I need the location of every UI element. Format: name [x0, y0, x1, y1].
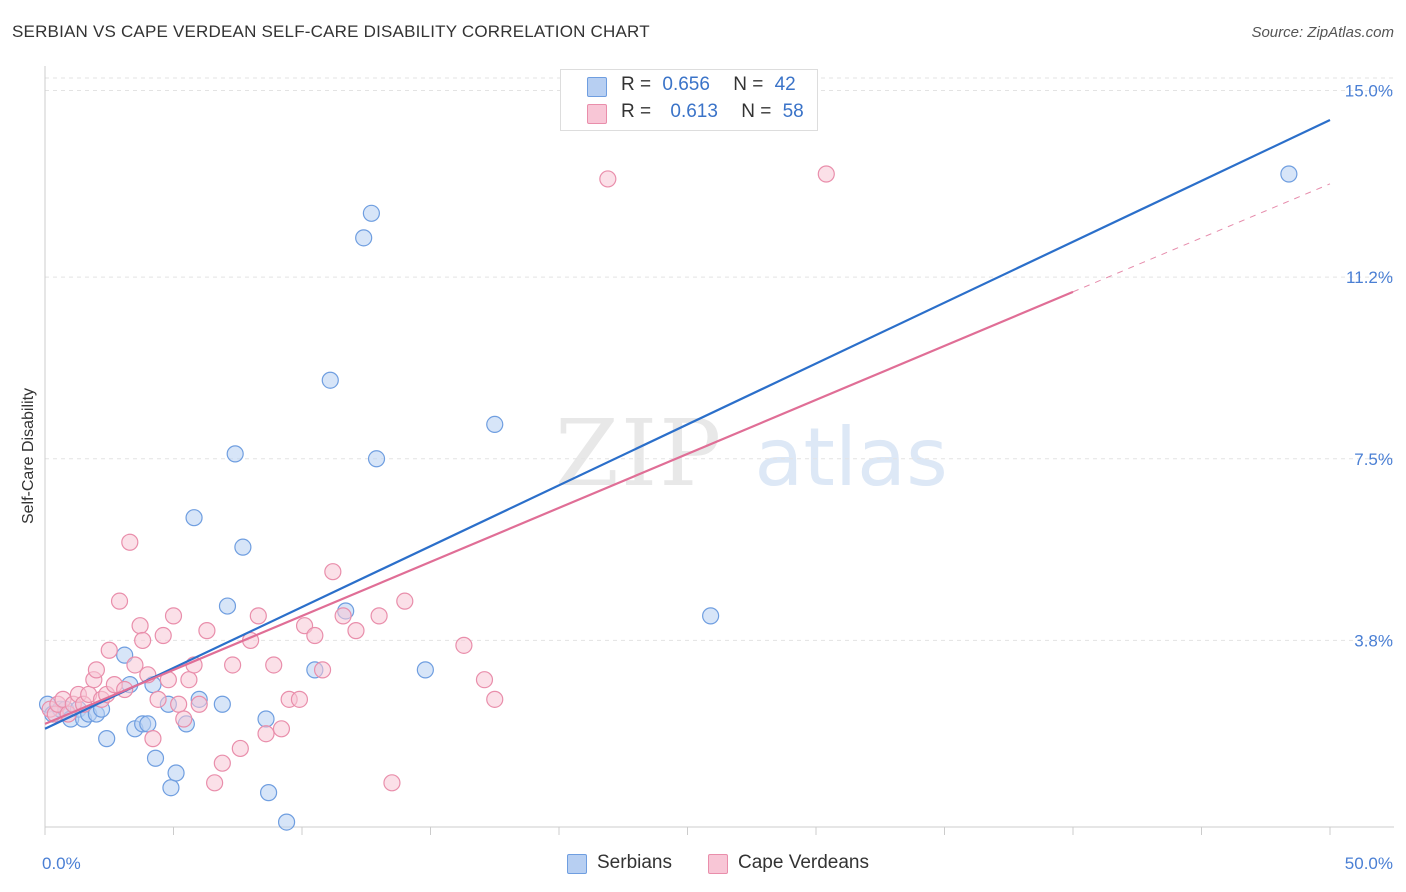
n-label: N =: [733, 74, 764, 95]
serbian-point: [139, 715, 157, 733]
cape-verdean-point: [175, 710, 193, 728]
cape-verdean-point: [87, 661, 106, 679]
legend-label-serbians: Serbians: [597, 852, 672, 873]
serbian-point: [355, 229, 373, 247]
cape-verdean-point: [154, 626, 172, 645]
cape-verdean-point: [198, 622, 216, 640]
cape-verdean-point: [190, 695, 208, 713]
serbian-point: [702, 607, 720, 625]
y-tick-label: 11.2%: [1346, 268, 1393, 287]
cape-verdean-point: [370, 607, 388, 625]
watermark: ZIP atlas: [555, 400, 948, 507]
n-value: 42: [774, 74, 796, 95]
cape-verdean-point: [272, 720, 291, 738]
cape-verdean-point: [213, 754, 231, 772]
cape-verdean-point: [131, 617, 149, 635]
cape-verdean-swatch: [587, 104, 607, 124]
cape-verdean-point: [164, 607, 183, 625]
cape-verdean-point: [334, 607, 352, 625]
serbian-point: [321, 371, 339, 389]
serbian-point: [218, 597, 237, 615]
cape-verdean-point: [206, 774, 224, 792]
y-tick-label: 7.5%: [1354, 450, 1393, 469]
cape-verdean-point: [126, 656, 144, 674]
serbian-point: [185, 509, 203, 527]
cape-verdean-point: [486, 690, 504, 708]
cape-verdean-point: [313, 661, 332, 679]
serbian-point: [213, 695, 231, 713]
serbian-point: [277, 813, 296, 831]
cape-verdean-point: [121, 533, 139, 551]
correlation-legend: R = 0.656 N = 42 R = 0.613 N = 58: [560, 69, 818, 131]
cape-verdean-swatch: [708, 854, 728, 874]
watermark-atlas: atlas: [754, 411, 948, 504]
r-label: R =: [621, 74, 652, 95]
serbian-point: [259, 784, 278, 802]
serbian-point: [226, 445, 244, 463]
cape-verdean-point: [455, 636, 473, 654]
cape-verdean-point: [396, 592, 414, 610]
cape-verdean-point: [599, 170, 617, 188]
cape-verdean-point: [265, 656, 283, 674]
r-value: 0.613: [670, 101, 718, 122]
serbian-point: [367, 450, 386, 468]
x-tick-label: 0.0%: [42, 854, 81, 873]
serbian-point: [257, 710, 275, 728]
serbian-point: [486, 415, 504, 434]
serbian-trend-line: [44, 119, 1331, 730]
cape-verdean-point: [224, 656, 242, 674]
cape-verdean-point: [324, 563, 342, 581]
y-tick-label: 3.8%: [1354, 631, 1393, 650]
serbian-point: [167, 764, 185, 782]
r-label: R =: [621, 101, 652, 122]
cape-verdean-point: [347, 622, 365, 640]
serbian-point: [416, 661, 434, 679]
serbian-point: [234, 538, 252, 556]
cape-verdean-point: [100, 641, 118, 659]
serbian-point: [162, 779, 180, 797]
chart-title: SERBIAN VS CAPE VERDEAN SELF-CARE DISABI…: [12, 22, 650, 41]
source-credit: Source: ZipAtlas.com: [1251, 24, 1394, 41]
cape-verdean-point: [290, 690, 309, 708]
series-legend: Serbians Cape Verdeans: [0, 852, 1406, 876]
n-label: N =: [741, 101, 772, 122]
serbian-swatch: [567, 854, 587, 874]
cape-verdean-trend-extension: [1072, 183, 1331, 293]
cape-verdean-point: [144, 730, 162, 748]
cape-verdean-point: [149, 690, 167, 708]
cape-verdean-point: [306, 626, 324, 645]
cape-verdean-point: [134, 631, 152, 650]
cape-verdean-point: [170, 695, 188, 713]
serbian-point: [1280, 165, 1298, 183]
cape-verdean-point: [249, 607, 267, 625]
r-value: 0.656: [662, 74, 710, 95]
cape-verdean-point: [110, 592, 129, 610]
cape-verdean-point: [257, 725, 275, 743]
n-value: 58: [782, 101, 804, 122]
cape-verdean-trend-line: [44, 290, 1074, 725]
serbian-point: [146, 749, 165, 767]
cape-verdean-point: [180, 671, 198, 689]
cape-verdean-point: [817, 165, 835, 183]
x-tick-label: 50.0%: [1345, 854, 1393, 873]
cape-verdean-point: [383, 774, 401, 792]
cape-verdean-point: [475, 671, 494, 689]
legend-label-cape-verdeans: Cape Verdeans: [738, 852, 869, 873]
serbian-point: [362, 204, 380, 222]
watermark-zip: ZIP: [555, 400, 724, 507]
y-tick-label: 15.0%: [1345, 82, 1393, 101]
serbian-swatch: [587, 77, 607, 97]
serbian-point: [98, 730, 116, 748]
cape-verdean-point: [231, 739, 249, 758]
